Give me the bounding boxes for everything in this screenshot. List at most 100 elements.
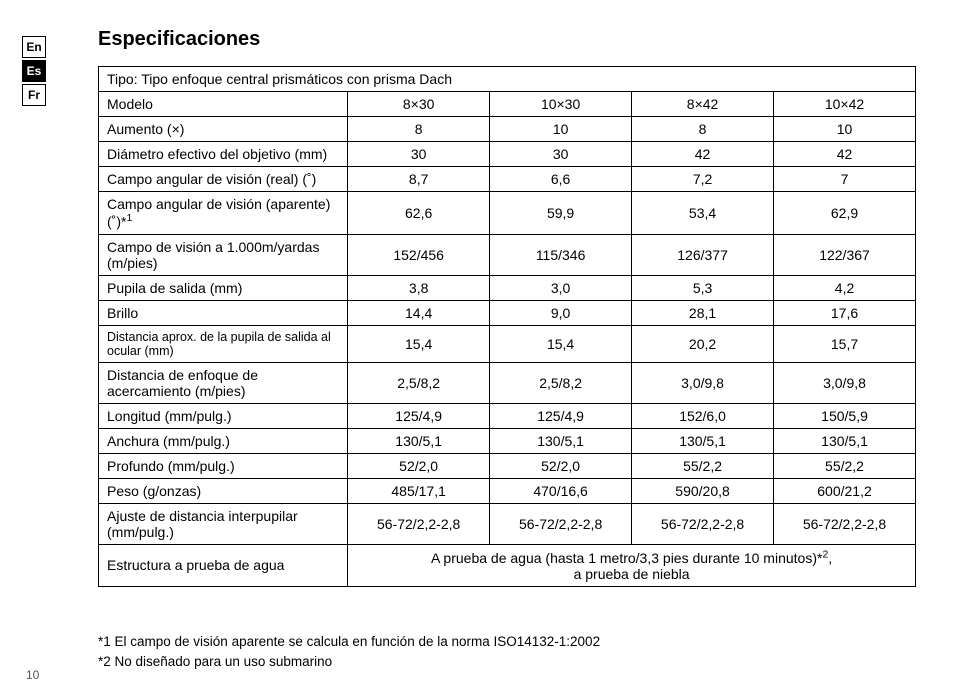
row-label: Campo angular de visión (real) (˚) xyxy=(99,167,348,192)
row-val: 15,7 xyxy=(774,325,916,362)
row-val: 42 xyxy=(632,142,774,167)
header-label: Modelo xyxy=(99,92,348,117)
footnotes: *1 El campo de visión aparente se calcul… xyxy=(98,632,600,673)
table-row: Distancia de enfoque de acercamiento (m/… xyxy=(99,362,916,403)
table-row: Aumento (×) 8 10 8 10 xyxy=(99,117,916,142)
lang-tab-es[interactable]: Es xyxy=(22,60,46,82)
row-label: Anchura (mm/pulg.) xyxy=(99,428,348,453)
row-val: 30 xyxy=(348,142,490,167)
table-row: Campo angular de visión (real) (˚) 8,7 6… xyxy=(99,167,916,192)
page-title: Especificaciones xyxy=(98,28,260,51)
row-label: Diámetro efectivo del objetivo (mm) xyxy=(99,142,348,167)
row-val: 3,8 xyxy=(348,275,490,300)
row-val: 3,0 xyxy=(490,275,632,300)
row-val: 42 xyxy=(774,142,916,167)
row-label: Campo angular de visión (aparente) (˚)*1 xyxy=(99,192,348,235)
row-label: Campo de visión a 1.000m/yardas (m/pies) xyxy=(99,234,348,275)
row-val: 17,6 xyxy=(774,300,916,325)
row-val: 56-72/2,2-2,8 xyxy=(632,503,774,544)
table-row: Estructura a prueba de agua A prueba de … xyxy=(99,544,916,587)
row-merged-val: A prueba de agua (hasta 1 metro/3,3 pies… xyxy=(348,544,916,587)
header-col3: 8×42 xyxy=(632,92,774,117)
row-val: 4,2 xyxy=(774,275,916,300)
type-cell: Tipo: Tipo enfoque central prismáticos c… xyxy=(99,67,916,92)
row-val: 10 xyxy=(490,117,632,142)
lang-tab-en[interactable]: En xyxy=(22,36,46,58)
row-label: Brillo xyxy=(99,300,348,325)
row-val: 8,7 xyxy=(348,167,490,192)
row-val: 56-72/2,2-2,8 xyxy=(774,503,916,544)
row-label: Peso (g/onzas) xyxy=(99,478,348,503)
page-number: 10 xyxy=(26,668,39,682)
row-val: 62,9 xyxy=(774,192,916,235)
row-val: 8 xyxy=(632,117,774,142)
row-val: 53,4 xyxy=(632,192,774,235)
row-val: 470/16,6 xyxy=(490,478,632,503)
row-val: 10 xyxy=(774,117,916,142)
row-val: 7,2 xyxy=(632,167,774,192)
lang-tab-fr[interactable]: Fr xyxy=(22,84,46,106)
table-row: Ajuste de distancia interpupilar (mm/pul… xyxy=(99,503,916,544)
row-val: 130/5,1 xyxy=(348,428,490,453)
table-row: Longitud (mm/pulg.) 125/4,9 125/4,9 152/… xyxy=(99,403,916,428)
footnote-1: *1 El campo de visión aparente se calcul… xyxy=(98,632,600,652)
row-val: 55/2,2 xyxy=(632,453,774,478)
row-val: 130/5,1 xyxy=(490,428,632,453)
row-val: 152/6,0 xyxy=(632,403,774,428)
table-row: Campo angular de visión (aparente) (˚)*1… xyxy=(99,192,916,235)
row-val: 5,3 xyxy=(632,275,774,300)
row-val: 56-72/2,2-2,8 xyxy=(348,503,490,544)
header-col1: 8×30 xyxy=(348,92,490,117)
row-label: Estructura a prueba de agua xyxy=(99,544,348,587)
table-row: Profundo (mm/pulg.) 52/2,0 52/2,0 55/2,2… xyxy=(99,453,916,478)
row-label: Distancia de enfoque de acercamiento (m/… xyxy=(99,362,348,403)
header-col4: 10×42 xyxy=(774,92,916,117)
merged-line1: A prueba de agua (hasta 1 metro/3,3 pies… xyxy=(431,550,832,566)
row-val: 130/5,1 xyxy=(774,428,916,453)
row-val: 55/2,2 xyxy=(774,453,916,478)
row-val: 2,5/8,2 xyxy=(490,362,632,403)
footnote-2: *2 No diseñado para un uso submarino xyxy=(98,652,600,672)
language-tabs: En Es Fr xyxy=(22,36,46,108)
row-val: 125/4,9 xyxy=(348,403,490,428)
row-val: 150/5,9 xyxy=(774,403,916,428)
row-val: 130/5,1 xyxy=(632,428,774,453)
row-label: Ajuste de distancia interpupilar (mm/pul… xyxy=(99,503,348,544)
row-val: 122/367 xyxy=(774,234,916,275)
row-label: Pupila de salida (mm) xyxy=(99,275,348,300)
row-val: 600/21,2 xyxy=(774,478,916,503)
row-val: 59,9 xyxy=(490,192,632,235)
row-val: 125/4,9 xyxy=(490,403,632,428)
row-val: 126/377 xyxy=(632,234,774,275)
row-val: 56-72/2,2-2,8 xyxy=(490,503,632,544)
row-val: 7 xyxy=(774,167,916,192)
row-val: 30 xyxy=(490,142,632,167)
table-header-row: Modelo 8×30 10×30 8×42 10×42 xyxy=(99,92,916,117)
table-row: Peso (g/onzas) 485/17,1 470/16,6 590/20,… xyxy=(99,478,916,503)
row-val: 590/20,8 xyxy=(632,478,774,503)
row-val: 62,6 xyxy=(348,192,490,235)
table-row: Diámetro efectivo del objetivo (mm) 30 3… xyxy=(99,142,916,167)
row-val: 14,4 xyxy=(348,300,490,325)
specifications-table: Tipo: Tipo enfoque central prismáticos c… xyxy=(98,66,916,587)
row-label: Profundo (mm/pulg.) xyxy=(99,453,348,478)
table-row: Pupila de salida (mm) 3,8 3,0 5,3 4,2 xyxy=(99,275,916,300)
row-val: 20,2 xyxy=(632,325,774,362)
row-label: Distancia aprox. de la pupila de salida … xyxy=(99,325,348,362)
row-val: 115/346 xyxy=(490,234,632,275)
row-val: 52/2,0 xyxy=(348,453,490,478)
table-row: Brillo 14,4 9,0 28,1 17,6 xyxy=(99,300,916,325)
row-val: 2,5/8,2 xyxy=(348,362,490,403)
table-row: Campo de visión a 1.000m/yardas (m/pies)… xyxy=(99,234,916,275)
row-val: 9,0 xyxy=(490,300,632,325)
row-val: 15,4 xyxy=(348,325,490,362)
row-val: 52/2,0 xyxy=(490,453,632,478)
row-val: 6,6 xyxy=(490,167,632,192)
row-label: Aumento (×) xyxy=(99,117,348,142)
merged-line2: a prueba de niebla xyxy=(574,566,690,582)
row-val: 485/17,1 xyxy=(348,478,490,503)
row-val: 15,4 xyxy=(490,325,632,362)
table-row: Distancia aprox. de la pupila de salida … xyxy=(99,325,916,362)
row-label: Longitud (mm/pulg.) xyxy=(99,403,348,428)
table-type-row: Tipo: Tipo enfoque central prismáticos c… xyxy=(99,67,916,92)
